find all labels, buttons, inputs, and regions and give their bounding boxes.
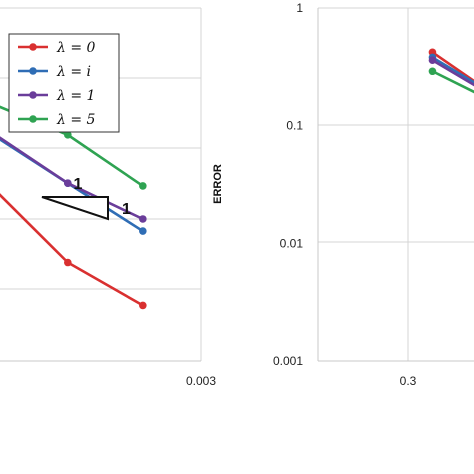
y-tick-label: 0.1 [286,119,303,133]
x-tick-label: 0.3 [400,374,417,388]
right-chart: 0.001 0.01 0.1 1 0.3 ERROR [212,1,474,388]
legend-entry: λ = 5 [56,112,96,128]
legend-entry: λ = 1 [56,88,95,104]
left-chart: 0.003 1 1 λ = 0 λ = i λ = 1 λ = 5 [0,7,216,388]
legend: λ = 0 λ = i λ = 1 λ = 5 [8,33,120,133]
data-point [139,227,147,235]
data-point [428,67,437,76]
legend-swatch-marker [29,91,37,99]
data-point [64,179,72,188]
legend-box [8,33,120,133]
data-point [139,182,147,190]
slope-run-label: 1 [74,176,83,193]
data-point [139,301,147,310]
series-line [431,59,474,87]
slope-triangle [41,196,109,221]
x-tick-label: 0.003 [186,374,216,388]
y-tick-label: 1 [296,1,303,15]
slope-rise-label: 1 [122,201,131,218]
legend-swatch-marker [29,67,37,75]
series-line [431,70,474,94]
legend-swatch-marker [29,43,37,51]
legend-entry: λ = i [56,64,91,80]
legend-entry: λ = 0 [56,40,96,56]
y-tick-label: 0.01 [280,236,304,250]
data-point [428,56,437,65]
series-line [431,56,474,84]
y-tick-label: 0.001 [273,354,303,368]
y-axis-label: ERROR [212,164,224,204]
legend-swatch-marker [29,115,37,123]
data-point [64,131,72,139]
data-point [139,215,147,223]
series-line [431,51,474,83]
data-point [64,258,72,267]
